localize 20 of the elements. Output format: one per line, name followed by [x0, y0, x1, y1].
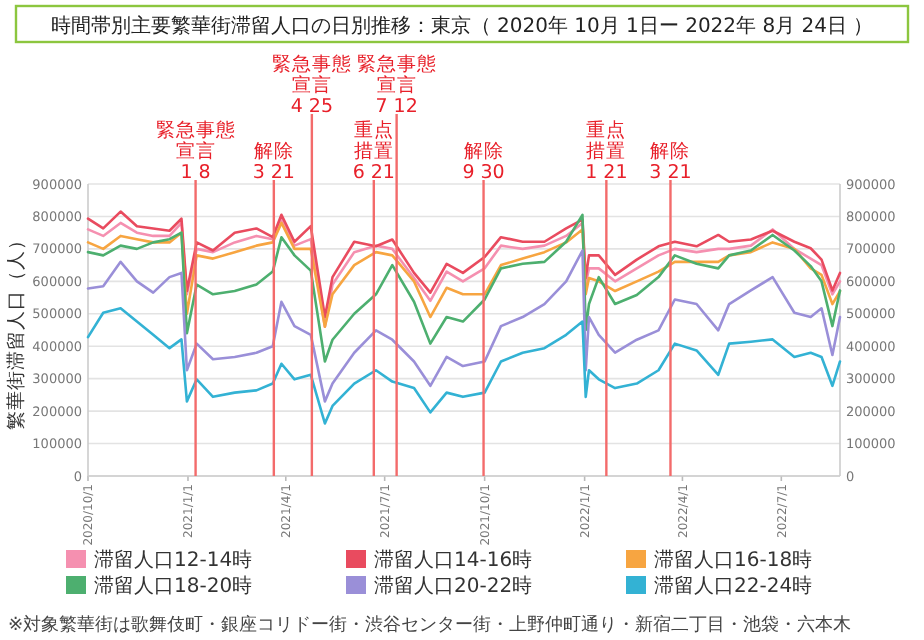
ref-line-label: 重点措置6 21 — [352, 118, 395, 184]
ref-line-label: 緊急事態宣言4 25 — [271, 52, 352, 118]
chart-title: 時間帯別主要繁華街滞留人口の日別推移：東京（ 2020年 10月 1日ー 2022年 8月 24日 ） — [50, 14, 874, 38]
line-series — [86, 249, 842, 403]
legend-label: 滞留人口20-22時 — [374, 574, 533, 598]
ref-line-label: 解除9 30 — [462, 139, 505, 184]
ref-line-label: 重点措置1 21 — [585, 118, 628, 184]
line-series — [86, 213, 842, 363]
legend-label: 滞留人口22-24時 — [654, 574, 813, 598]
ref-line-label: 解除3 21 — [252, 139, 295, 184]
line-series — [86, 306, 842, 425]
legend-label: 滞留人口16-18時 — [654, 548, 813, 572]
legend-label: 滞留人口18-20時 — [94, 574, 253, 598]
text: ※対象繁華街は歌舞伎町・銀座コリドー街・渋谷センター街・上野仲町通り・新宿二丁目・池袋・六本木 — [8, 614, 852, 636]
ref-line-label: 解除3 21 — [649, 139, 692, 184]
legend-label: 滞留人口14-16時 — [374, 548, 533, 572]
legend-label: 滞留人口12-14時 — [94, 548, 253, 572]
ref-line-label: 緊急事態宣言1 8 — [155, 118, 236, 184]
ref-line-label: 緊急事態宣言7 12 — [356, 52, 437, 118]
y-axis-title: 繁華街滞留人口（人） — [4, 230, 28, 430]
